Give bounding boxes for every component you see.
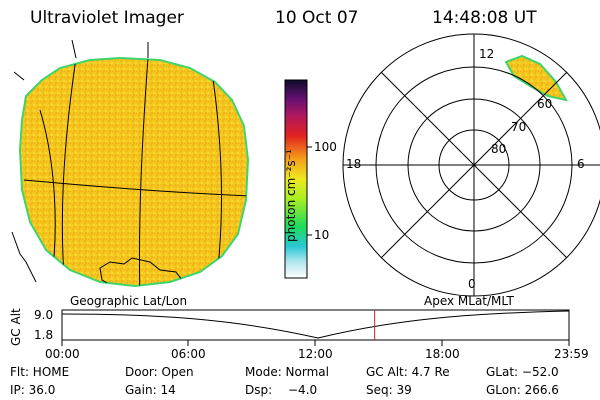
colorbar bbox=[284, 79, 312, 279]
time-tick-label: 06:00 bbox=[171, 347, 206, 361]
instrument-title: Ultraviolet Imager bbox=[30, 8, 184, 28]
latitude-line bbox=[23, 179, 248, 197]
altitude-curve bbox=[61, 310, 570, 339]
coastline bbox=[99, 257, 183, 286]
gc-alt-axis-title: GC Alt bbox=[9, 308, 23, 346]
geographic-label: Geographic Lat/Lon bbox=[70, 294, 188, 308]
gc-alt-status: GC Alt: 4.7 Re bbox=[366, 365, 450, 379]
mlat-60-label: 60 bbox=[537, 97, 553, 111]
ip-status: IP: 36.0 bbox=[10, 383, 56, 397]
dsp-value: −4.0 bbox=[288, 383, 318, 397]
seq-status: Seq: 39 bbox=[366, 383, 412, 397]
gc-alt-bottom-value: 1.8 bbox=[34, 328, 54, 342]
dsp-label: Dsp: bbox=[245, 383, 273, 397]
filter-status: Flt: HOME bbox=[10, 365, 70, 379]
colorbar-unit-label: photon cm⁻²s⁻¹ bbox=[284, 149, 298, 242]
colorbar-tick-100: 100 bbox=[314, 140, 337, 154]
glat-status: GLat: −52.0 bbox=[486, 365, 559, 379]
mlt-0-label: 0 bbox=[468, 277, 476, 291]
mlat-70-label: 70 bbox=[511, 120, 527, 134]
glon-status: GLon: 266.6 bbox=[486, 383, 559, 397]
mlt-6-label: 6 bbox=[577, 157, 585, 171]
apex-label: Apex MLat/MLT bbox=[424, 294, 514, 308]
polar-plot bbox=[342, 33, 600, 297]
time-tick-label: 23:59 bbox=[554, 347, 589, 361]
auroral-region bbox=[504, 54, 568, 102]
time-label: 14:48:08 UT bbox=[432, 8, 537, 28]
date-label: 10 Oct 07 bbox=[275, 8, 359, 28]
gain-status: Gain: 14 bbox=[125, 383, 176, 397]
mode-status: Mode: Normal bbox=[245, 365, 329, 379]
timeline-plot bbox=[61, 309, 570, 346]
longitude-line bbox=[138, 58, 149, 286]
mlt-18-label: 18 bbox=[346, 157, 362, 171]
colorbar-tick-10: 10 bbox=[314, 228, 330, 242]
earth-image bbox=[11, 39, 250, 288]
mlt-12-label: 12 bbox=[479, 47, 495, 61]
mlat-80-label: 80 bbox=[491, 142, 507, 156]
time-tick-label: 00:00 bbox=[45, 347, 80, 361]
time-tick-label: 12:00 bbox=[298, 347, 333, 361]
door-status: Door: Open bbox=[125, 365, 194, 379]
time-tick-label: 18:00 bbox=[425, 347, 460, 361]
gc-alt-top-value: 9.0 bbox=[34, 308, 54, 322]
